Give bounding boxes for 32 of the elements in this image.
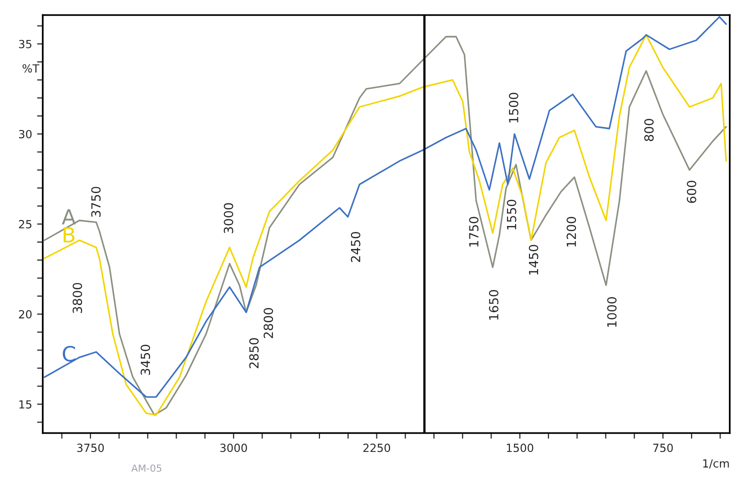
annotation: 3000 <box>224 203 234 234</box>
annotation: 1750 <box>469 216 478 247</box>
annotation: 2850 <box>249 338 259 368</box>
annotation: 3800 <box>72 282 82 313</box>
annotation: 1000 <box>607 297 617 327</box>
x-tick-label: 750 <box>653 444 673 452</box>
series-label: A <box>62 209 76 224</box>
annotation: 3750 <box>91 186 101 217</box>
annotation: 3450 <box>140 344 150 375</box>
y-tick-label: 35 <box>19 40 32 48</box>
annotation: 2800 <box>264 308 274 338</box>
annotation: 1650 <box>488 290 498 320</box>
y-tick-label: 30 <box>19 130 32 138</box>
x-tick-label: 1500 <box>506 444 534 452</box>
y-tick-label: 25 <box>19 220 32 228</box>
annotation: 600 <box>686 180 696 203</box>
annotation: 1500 <box>508 92 518 122</box>
series-label: C <box>62 346 76 362</box>
annotation: 1550 <box>506 200 516 230</box>
y-axis-title: %T <box>22 64 40 73</box>
annotation: 2450 <box>350 232 360 262</box>
y-tick-label: 20 <box>19 310 32 319</box>
series-label: B <box>64 227 74 242</box>
annotation: 800 <box>644 118 654 142</box>
x-axis-title: 1/cm <box>703 459 729 468</box>
x-tick-label: 2250 <box>363 444 390 452</box>
annotation: 1200 <box>566 216 576 247</box>
x-tick-label: 3750 <box>77 444 104 452</box>
text: AM-05 <box>131 464 162 472</box>
annotation: 1450 <box>528 244 538 275</box>
y-tick-label: 15 <box>19 400 32 409</box>
x-tick-label: 3000 <box>220 444 247 452</box>
